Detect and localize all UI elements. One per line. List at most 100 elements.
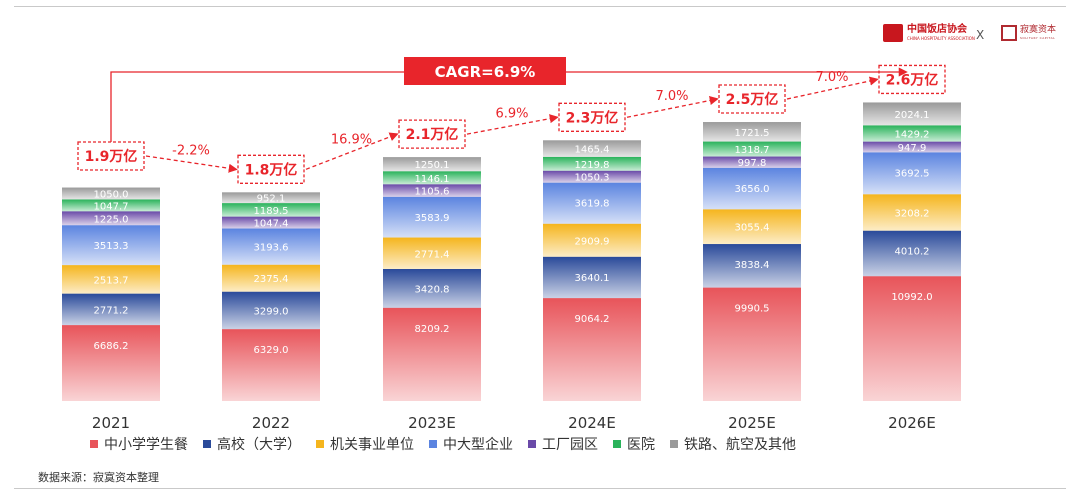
total-label: 1.9万亿: [85, 148, 138, 165]
legend-swatch: [528, 440, 536, 448]
data-label: 952.1: [257, 194, 286, 205]
total-label: 2.1万亿: [406, 126, 459, 143]
total-callout-box: [878, 64, 946, 95]
data-label: 2909.9: [575, 236, 610, 247]
data-label: 3838.4: [735, 260, 770, 271]
bar-segment: [543, 298, 641, 401]
data-label: 3208.2: [895, 209, 930, 220]
total-label: 1.8万亿: [245, 161, 298, 178]
bar-segment: [703, 167, 801, 210]
cagr-box: [404, 57, 566, 85]
total-label: 2.6万亿: [886, 71, 939, 88]
source-note: 数据来源：寂寞资本整理: [38, 471, 159, 484]
bar-segment: [222, 264, 320, 292]
legend-label: 中小学学生餐: [104, 437, 188, 453]
growth-rate-label: 16.9%: [331, 133, 372, 148]
data-label: 2375.4: [254, 274, 289, 285]
total-label: 2.3万亿: [566, 109, 619, 126]
legend-item: 铁路、航空及其他: [670, 434, 796, 454]
bar-segment: [543, 170, 641, 183]
data-label: 2513.7: [94, 275, 129, 286]
data-label: 2771.4: [415, 249, 450, 260]
bar-segment: [383, 307, 481, 401]
bar-segment: [383, 171, 481, 185]
data-label: 6329.0: [254, 345, 289, 356]
bar-segment: [543, 140, 641, 157]
china-hospitality-association-logo: 中国饭店协会 CHINA HOSPITALITY ASSOCIATION: [883, 22, 975, 44]
data-label: 1146.1: [415, 174, 450, 185]
data-label: 3619.8: [575, 199, 610, 210]
legend-swatch: [90, 440, 98, 448]
bar-segment: [222, 216, 320, 229]
x-tick-label: 2022: [252, 414, 290, 432]
legend-label: 工厂园区: [542, 437, 598, 453]
bar-segment: [703, 122, 801, 142]
total-callout-box: [398, 119, 466, 149]
data-label: 947.9: [898, 143, 927, 154]
data-label: 3055.4: [735, 223, 770, 234]
bar-segment: [863, 194, 961, 231]
total-callout-box: [718, 84, 786, 114]
bar-segment: [543, 256, 641, 299]
data-label: 1189.5: [254, 206, 289, 217]
capital-emblem-icon: [1001, 25, 1017, 41]
bar-segment: [383, 184, 481, 197]
data-label: 3640.1: [575, 273, 610, 284]
top-divider: [14, 6, 1066, 7]
bar-segment: [703, 287, 801, 401]
association-logo-subtitle: CHINA HOSPITALITY ASSOCIATION: [907, 36, 975, 41]
legend-swatch: [429, 440, 437, 448]
legend-item: 中小学学生餐: [90, 434, 188, 454]
bar-segment: [383, 196, 481, 238]
growth-arrow: [145, 155, 238, 173]
bar-segment: [62, 325, 160, 401]
bar-segment: [383, 237, 481, 269]
bar-segment: [222, 192, 320, 204]
data-label: 2024.1: [895, 110, 930, 121]
data-label: 1050.0: [94, 189, 129, 200]
bar-segment: [543, 223, 641, 257]
bar-segment: [703, 141, 801, 157]
bar-segment: [62, 265, 160, 294]
data-label: 1105.6: [415, 187, 450, 198]
bar-segment: [863, 276, 961, 401]
data-label: 1318.7: [735, 145, 770, 156]
data-label: 3420.8: [415, 284, 450, 295]
data-label: 9990.5: [735, 304, 770, 315]
cagr-label: CAGR=6.9%: [435, 63, 536, 81]
growth-rate-label: 6.9%: [495, 107, 528, 122]
data-label: 1250.1: [415, 160, 450, 171]
data-label: 1047.7: [94, 201, 129, 212]
bar-segment: [863, 230, 961, 277]
bar-segment: [863, 102, 961, 126]
data-label: 2771.2: [94, 305, 129, 316]
logo-separator: X: [976, 28, 985, 42]
x-tick-label: 2026E: [888, 414, 936, 432]
bar-segment: [863, 152, 961, 195]
growth-arrow: [305, 132, 399, 170]
bar-segment: [703, 244, 801, 288]
bar-segment: [62, 293, 160, 326]
bar-segment: [543, 182, 641, 224]
bar-segment: [62, 187, 160, 200]
bar-segment: [62, 199, 160, 212]
bar-segment: [543, 156, 641, 171]
data-label: 1465.4: [575, 145, 610, 156]
bottom-divider: [14, 488, 1066, 489]
legend-swatch: [203, 440, 211, 448]
data-label: 1721.5: [735, 128, 770, 139]
data-label: 1219.8: [575, 160, 610, 171]
growth-arrow: [626, 96, 719, 118]
legend-item: 机关事业单位: [316, 434, 414, 454]
legend-label: 医院: [627, 437, 655, 453]
x-tick-label: 2021: [92, 414, 130, 432]
legend-label: 机关事业单位: [330, 437, 414, 453]
x-tick-label: 2024E: [568, 414, 616, 432]
bar-segment: [222, 228, 320, 265]
bar-segment: [222, 291, 320, 330]
data-label: 1050.3: [575, 173, 610, 184]
bar-segment: [62, 225, 160, 266]
legend-item: 中大型企业: [429, 434, 513, 454]
data-label: 3193.6: [254, 243, 289, 254]
association-emblem-icon: [883, 24, 903, 42]
